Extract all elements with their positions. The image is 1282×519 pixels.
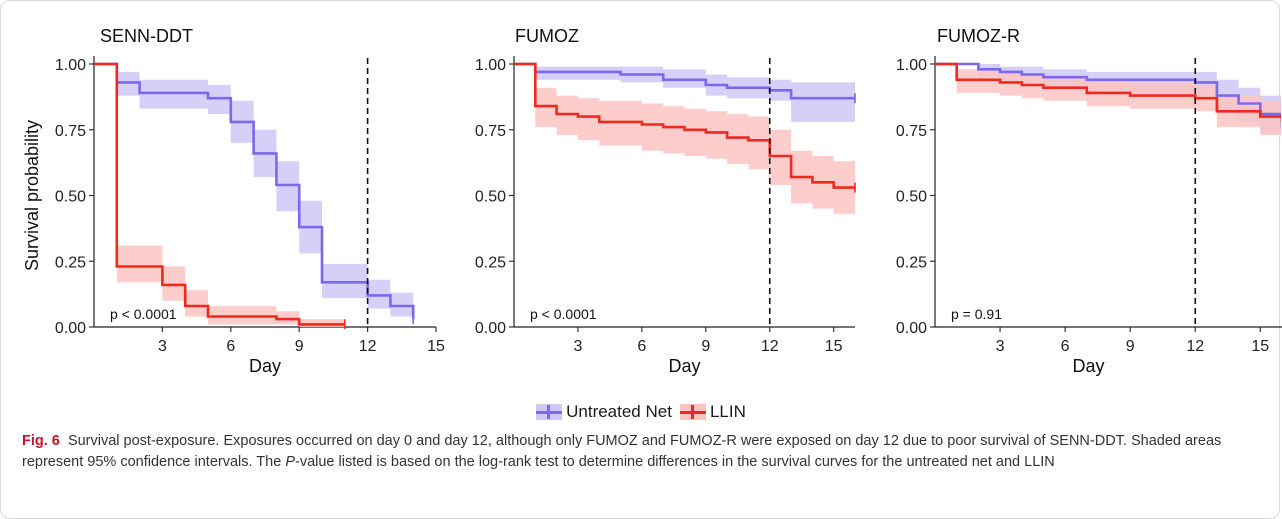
survival-charts: SENN-DDT 0.00 0.25 0.50 0.75 1.00 3 6 9 12 15 Day Su… [22,26,1282,376]
legend-swatch-llin [679,401,706,423]
chart-panel-3: FUMOZ-R 0.00 0.25 0.50 0.75 1.00 3 6 9 12 15 Day p =… [896,26,1282,376]
y-tick-label: 0.25 [55,254,86,271]
ci-band-llin [514,64,855,214]
plot-area [514,62,856,214]
legend-tick-untreated [547,405,551,419]
x-tick-label: 6 [637,338,646,355]
x-tick-label: 3 [996,338,1005,355]
chart-title: SENN-DDT [100,26,193,46]
figure-label: Fig. 6 [22,433,60,449]
legend-tick-llin [690,405,694,419]
y-tick-label: 0.25 [475,254,506,271]
survival-line-untreated [935,62,1281,128]
x-tick-label: 12 [359,338,377,355]
legend-item-untreated: Untreated Net [536,401,672,423]
x-tick-label: 9 [295,338,304,355]
chart-panel-1: SENN-DDT 0.00 0.25 0.50 0.75 1.00 3 6 9 12 15 Day Su… [22,26,445,376]
y-tick-label: 0.75 [475,123,506,140]
chart-title: FUMOZ [515,26,579,46]
x-tick-label: 6 [226,338,235,355]
y-axis-label: Survival probability [22,120,42,271]
legend-swatch-untreated [536,401,563,423]
caption-text-post: -value listed is based on the log-rank t… [294,454,1055,470]
ci-band-untreated [94,64,414,325]
survival-line-untreated [94,62,415,320]
legend: Untreated Net LLIN [0,400,1282,424]
survival-line-llin [94,62,345,326]
legend-label-untreated: Untreated Net [566,402,672,421]
survival-line-llin [935,62,1281,122]
x-tick-label: 15 [427,338,445,355]
y-tick-label: 0.50 [475,189,506,206]
y-tick-label: 0.00 [55,320,86,337]
caption-p-italic: P [285,454,295,470]
x-tick-label: 3 [158,338,167,355]
legend-item-llin: LLIN [679,401,746,423]
chart-panel-2: FUMOZ 0.00 0.25 0.50 0.75 1.00 3 6 9 12 15 Day p < 0… [475,26,856,376]
x-tick-label: 12 [1186,338,1204,355]
y-tick-label: 0.75 [55,123,86,140]
y-tick-label: 0.50 [896,189,927,206]
y-tick-label: 0.00 [896,320,927,337]
x-tick-label: 12 [761,338,779,355]
x-axis-label: Day [668,356,700,376]
y-tick-label: 1.00 [896,57,927,74]
y-tick-label: 0.50 [55,189,86,206]
caption-text-pre: Survival post-exposure. Exposures occurr… [22,433,1222,470]
plot-area [935,62,1281,135]
y-tick-label: 0.25 [896,254,927,271]
y-tick-label: 0.75 [896,123,927,140]
figure-caption: Fig. 6 Survival post-exposure. Exposures… [22,431,1262,473]
ci-band-llin [94,64,345,327]
legend-label-llin: LLIN [709,402,746,421]
x-axis-label: Day [249,356,281,376]
survival-line-untreated [514,62,855,100]
x-tick-label: 9 [701,338,710,355]
x-tick-label: 3 [573,338,582,355]
x-tick-label: 6 [1061,338,1070,355]
chart-title: FUMOZ-R [937,26,1020,46]
y-tick-label: 1.00 [475,57,506,74]
x-axis-label: Day [1072,356,1104,376]
x-tick-label: 9 [1126,338,1135,355]
y-tick-label: 0.00 [475,320,506,337]
plot-area [94,62,415,329]
p-value-label: p = 0.91 [951,306,1002,322]
p-value-label: p < 0.0001 [110,306,177,322]
x-tick-label: 15 [825,338,843,355]
x-tick-label: 15 [1251,338,1269,355]
survival-line-llin [514,62,855,189]
y-tick-label: 1.00 [55,57,86,74]
p-value-label: p < 0.0001 [530,306,597,322]
